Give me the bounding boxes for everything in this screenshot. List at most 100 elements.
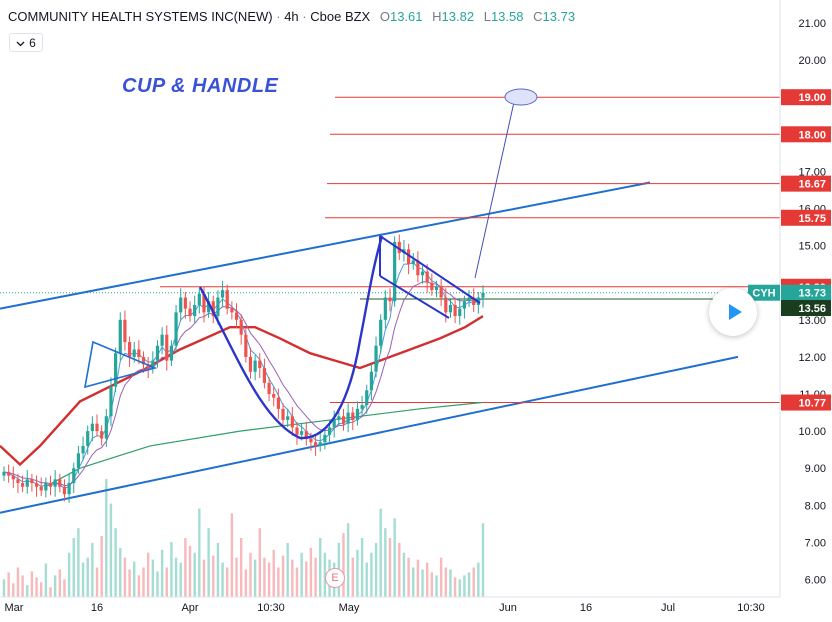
ma-green-line [44, 401, 483, 488]
indicators-toggle-button[interactable]: 6 [9, 33, 43, 52]
symbol-name[interactable]: COMMUNITY HEALTH SYSTEMS INC(NEW) [8, 9, 273, 24]
candle-body [383, 297, 387, 320]
volume-bar [351, 557, 354, 597]
candle-body [420, 271, 425, 276]
level-price-tag-label: 15.75 [798, 213, 826, 225]
close-value: 13.73 [542, 9, 576, 24]
earnings-event-badge[interactable]: E [325, 568, 345, 588]
volume-bar [44, 563, 48, 597]
candle-body [337, 416, 341, 420]
candle-body [72, 468, 76, 484]
candle-body [448, 304, 453, 313]
pattern-annotation[interactable]: CUP & HANDLE [122, 75, 279, 97]
candle-body [397, 241, 401, 254]
candle-body [341, 416, 346, 424]
candle-body [81, 445, 85, 454]
candle-body [95, 423, 99, 432]
price-tick-label: 10.00 [798, 426, 826, 438]
volume-bar [258, 528, 261, 597]
candles-layer [2, 234, 485, 503]
volume-bar [300, 552, 303, 597]
volume-bar [412, 567, 415, 597]
candle-body [286, 416, 290, 420]
volume-bar [425, 562, 429, 597]
candle-body [165, 334, 169, 361]
candle-body [151, 360, 155, 369]
candle-body [481, 292, 485, 298]
candle-body [467, 297, 471, 302]
volume-bar [133, 561, 136, 597]
level-price-tag-label: 19.00 [798, 92, 826, 104]
volume-bar [421, 569, 424, 597]
volume-bar [281, 555, 285, 597]
separator: · [276, 9, 281, 24]
volume-bar [109, 503, 113, 597]
candle-body [425, 271, 429, 283]
candle-body [244, 334, 248, 357]
volume-layer [2, 479, 485, 597]
candle-body [309, 438, 313, 443]
target-projection-line [474, 101, 515, 279]
replay-button[interactable] [709, 288, 757, 336]
time-tick-label: Jun [499, 602, 517, 614]
candle-body [30, 479, 34, 484]
candle-body [295, 427, 299, 435]
volume-bar [35, 577, 38, 597]
level-price-tag [781, 175, 831, 192]
price-tags-layer: 19.0018.0016.6715.7513.8910.77CYH13.7313… [748, 89, 831, 411]
candle-body [86, 431, 90, 446]
candle-body [76, 453, 81, 469]
volume-bar [114, 528, 117, 597]
ema-blue-line [3, 262, 484, 489]
volume-bar [128, 569, 131, 597]
volume-bar [253, 559, 257, 597]
volume-bar [40, 582, 43, 597]
pattern-drawings-layer [83, 88, 538, 440]
candle-body [44, 483, 48, 491]
volume-bar [12, 583, 15, 597]
volume-bar [207, 528, 210, 597]
handle-lower-line [379, 275, 450, 319]
candle-body [48, 483, 53, 487]
price-tick-label: 13.00 [798, 315, 826, 327]
lower-channel-line [0, 355, 739, 514]
candle-body [53, 479, 57, 487]
volume-bar [472, 567, 475, 597]
candle-body [323, 434, 327, 443]
ma-red-line [0, 315, 484, 467]
low-value: 13.58 [490, 9, 524, 24]
time-tick-label: 10:30 [257, 602, 285, 614]
volume-bar [463, 575, 466, 597]
candle-body [2, 471, 6, 476]
ema-purple-line [3, 281, 484, 487]
volume-bar [379, 508, 382, 597]
volume-bar [58, 569, 62, 597]
volume-bar [105, 479, 108, 597]
pennant-shape [83, 340, 158, 389]
price-tick-label: 15.00 [798, 241, 826, 253]
level-price-tag [781, 126, 831, 143]
price-tick-label: 20.00 [798, 55, 826, 67]
candle-body [365, 390, 369, 406]
level-price-tag-label: 10.77 [798, 398, 826, 410]
volume-bar [393, 518, 396, 597]
ticker-tag [748, 284, 780, 301]
candle-body [141, 356, 146, 365]
volume-bar [263, 557, 266, 597]
candle-body [253, 360, 257, 372]
low-label: L [483, 9, 491, 24]
volume-bar [458, 579, 461, 597]
volume-bar [72, 538, 75, 597]
volume-bar [384, 528, 387, 597]
volume-bar [226, 567, 229, 597]
volume-bar [267, 562, 271, 597]
candle-body [58, 479, 62, 487]
volume-bar [67, 552, 71, 597]
volume-bar [165, 567, 168, 597]
cup-curve [198, 235, 384, 440]
candle-body [146, 364, 150, 369]
interval[interactable]: 4h [284, 9, 299, 24]
candle-body [21, 483, 25, 487]
support-price-tag-label: 13.56 [798, 303, 826, 315]
